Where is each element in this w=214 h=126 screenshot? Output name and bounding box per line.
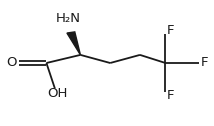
Text: F: F (167, 89, 175, 102)
Text: F: F (167, 24, 175, 37)
Polygon shape (67, 32, 80, 55)
Text: F: F (201, 56, 209, 70)
Text: OH: OH (47, 87, 67, 100)
Text: O: O (6, 56, 16, 70)
Text: H₂N: H₂N (56, 12, 81, 25)
